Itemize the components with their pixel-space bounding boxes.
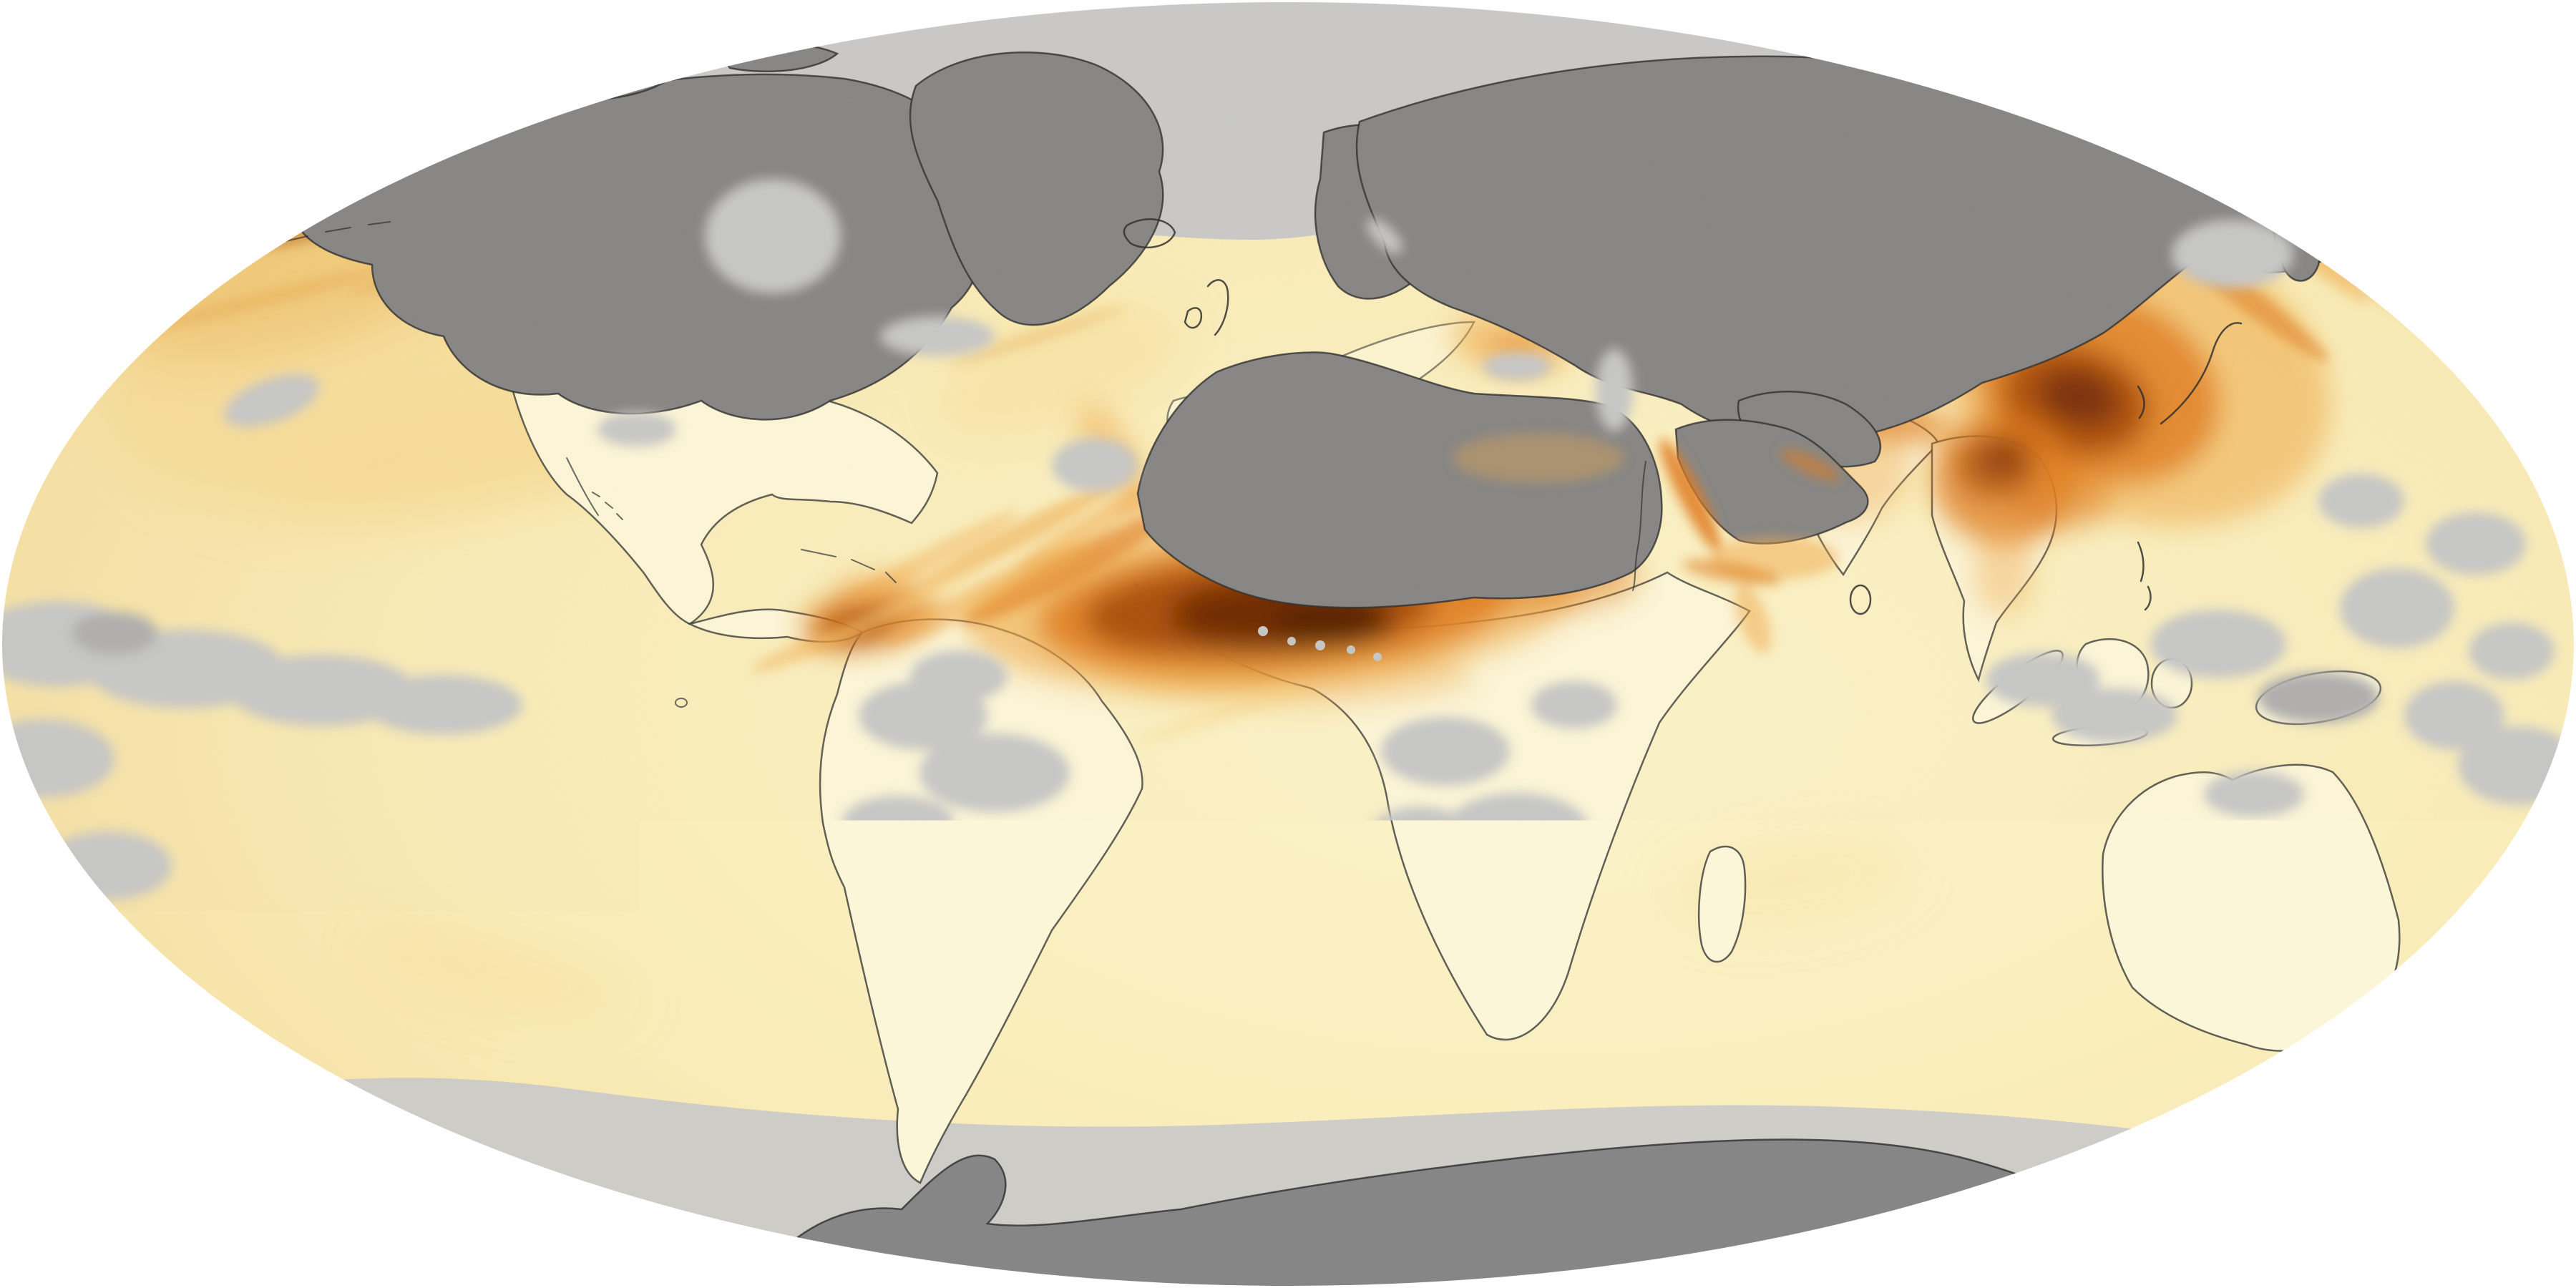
globe	[0, 0, 2576, 1288]
aerosol-map-figure	[0, 0, 2576, 1288]
world-aerosol-map	[0, 0, 2576, 1288]
texture-grain	[0, 0, 2576, 1288]
